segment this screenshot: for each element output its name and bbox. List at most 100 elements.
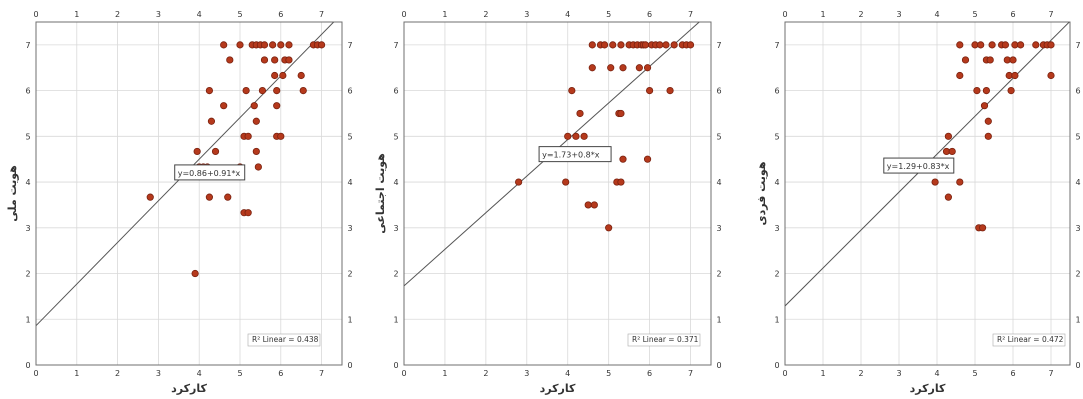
y-tick-label-left: 5	[774, 132, 779, 141]
y-tick-label-right: 1	[1075, 315, 1080, 324]
x-tick-label-bottom: 1	[442, 369, 447, 378]
data-point	[205, 193, 213, 201]
data-point	[277, 41, 285, 49]
data-point	[982, 87, 991, 95]
y-tick-label-left: 3	[774, 224, 779, 233]
r2-box	[627, 333, 701, 347]
x-tick-label-top: 6	[1010, 10, 1015, 19]
data-point	[931, 178, 939, 186]
y-tick-label-right: 3	[1075, 224, 1080, 233]
x-tick-label-top: 3	[156, 10, 161, 19]
y-tick-label-left: 6	[25, 87, 30, 96]
y-tick-label-right: 6	[716, 87, 721, 96]
data-point	[617, 109, 625, 118]
data-point	[956, 41, 964, 49]
x-tick-label-bottom: 3	[896, 369, 901, 378]
y-tick-label-left: 2	[393, 270, 398, 279]
data-point	[944, 193, 953, 201]
data-point	[244, 209, 252, 217]
data-point	[1016, 41, 1025, 49]
y-tick-label-right: 6	[1075, 87, 1080, 96]
data-point	[984, 117, 992, 125]
y-tick-label-right: 0	[716, 361, 721, 370]
data-point	[977, 41, 985, 49]
r2-label: R² Linear = 0.438	[252, 335, 319, 344]
data-point	[588, 64, 596, 72]
y-tick-label-left: 0	[393, 361, 398, 370]
data-point	[961, 56, 970, 64]
r2-box	[247, 333, 321, 347]
x-tick-label-bottom: 0	[782, 369, 787, 378]
gridlines	[404, 22, 711, 365]
data-point	[617, 178, 625, 186]
data-point	[670, 41, 678, 49]
y-tick-label-right: 7	[347, 41, 352, 50]
y-tick-label-left: 7	[25, 41, 30, 50]
y-tick-label-right: 6	[347, 87, 352, 96]
data-point	[1009, 56, 1017, 64]
equation-box	[538, 146, 612, 163]
data-point	[254, 163, 262, 171]
x-tick-label-top: 7	[1048, 10, 1053, 19]
x-tick-label-bottom: 1	[74, 369, 79, 378]
x-tick-label-bottom: 6	[278, 369, 283, 378]
x-tick-label-bottom: 4	[934, 369, 939, 378]
x-tick-label-bottom: 5	[972, 369, 977, 378]
x-axis-title: کارکرد	[910, 382, 946, 395]
x-tick-label-top: 5	[606, 10, 611, 19]
data-point	[242, 87, 250, 95]
data-point	[564, 132, 572, 140]
y-tick-label-left: 7	[774, 41, 779, 50]
data-point	[988, 41, 996, 49]
gridlines	[36, 22, 342, 365]
data-point	[980, 102, 989, 110]
y-tick-label-right: 5	[347, 132, 352, 141]
data-point	[635, 64, 643, 72]
data-point	[193, 147, 201, 156]
data-point	[211, 147, 220, 156]
y-tick-label-right: 0	[1075, 361, 1080, 370]
y-tick-label-left: 5	[25, 132, 30, 141]
x-tick-label-top: 2	[858, 10, 863, 19]
data-point	[562, 178, 570, 186]
x-tick-label-bottom: 7	[688, 369, 693, 378]
data-point	[1047, 41, 1055, 49]
x-tick-label-bottom: 7	[1048, 369, 1053, 378]
x-tick-label-bottom: 1	[820, 369, 825, 378]
x-tick-label-bottom: 3	[524, 369, 529, 378]
data-point	[1007, 87, 1015, 95]
data-point	[271, 71, 279, 80]
data-point	[944, 132, 953, 140]
data-point	[252, 147, 260, 156]
plot-frame	[403, 21, 712, 366]
y-tick-label-left: 7	[393, 41, 398, 50]
x-tick-label-top: 6	[278, 10, 283, 19]
y-tick-label-left: 1	[774, 315, 779, 324]
x-tick-label-top: 1	[442, 10, 447, 19]
data-point	[617, 41, 625, 49]
data-point	[297, 71, 305, 80]
data-point	[607, 64, 615, 72]
data-points	[515, 41, 695, 232]
y-tick-label-left: 0	[774, 361, 779, 370]
data-point	[299, 87, 307, 95]
x-tick-label-top: 0	[782, 10, 787, 19]
equation-label: y=0.86+0.91*x	[178, 169, 241, 178]
x-tick-label-top: 0	[33, 10, 38, 19]
x-tick-label-bottom: 7	[319, 369, 324, 378]
x-tick-label-top: 4	[197, 10, 202, 19]
x-tick-label-bottom: 5	[237, 369, 242, 378]
y-tick-label-right: 4	[1075, 178, 1080, 187]
y-tick-label-right: 2	[347, 270, 352, 279]
x-tick-label-top: 4	[934, 10, 939, 19]
data-point	[590, 201, 598, 209]
y-tick-label-left: 4	[393, 178, 398, 187]
x-tick-label-top: 2	[483, 10, 488, 19]
x-tick-label-top: 0	[401, 10, 406, 19]
plot-frame	[35, 21, 343, 366]
x-tick-label-top: 1	[74, 10, 79, 19]
equation-label: y=1.73+0.8*x	[542, 151, 600, 160]
x-tick-label-bottom: 0	[401, 369, 406, 378]
